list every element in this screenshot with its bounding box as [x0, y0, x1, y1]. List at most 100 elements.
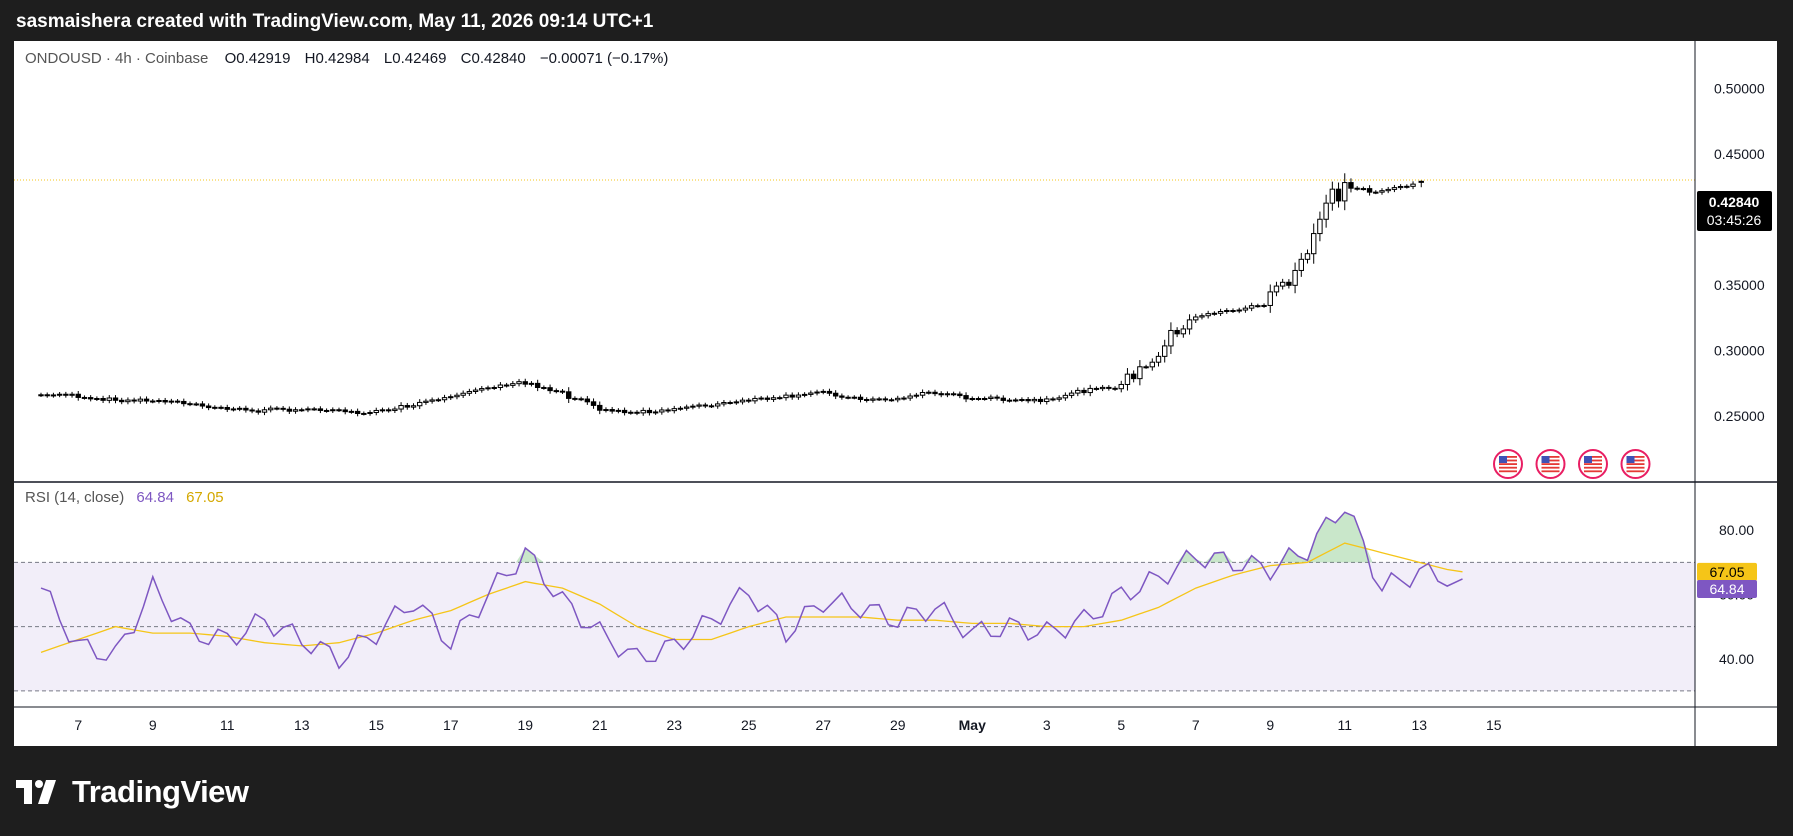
candle-body — [224, 406, 230, 410]
flag-stripe — [1499, 459, 1517, 462]
price-axis[interactable]: 0.250000.300000.350000.400000.450000.500… — [1694, 41, 1765, 746]
candle-body — [683, 406, 690, 409]
us-flag-icon[interactable] — [1493, 449, 1523, 479]
candle-body — [820, 390, 826, 393]
us-flag-icon[interactable] — [1535, 449, 1566, 479]
us-flag-icon[interactable] — [1620, 449, 1651, 479]
candle-body — [665, 409, 671, 412]
ohlc-legend: ONDOUSD · 4h · Coinbase O0.42919 H0.4298… — [25, 50, 668, 67]
candle-body — [354, 410, 361, 414]
candle-body — [1335, 188, 1342, 202]
flag-stripe — [1541, 470, 1560, 473]
chart-frame[interactable]: 0.250000.300000.350000.400000.450000.500… — [14, 41, 1777, 746]
time-tick-label: 3 — [1043, 717, 1051, 733]
rsi-tick-label: 40.00 — [1719, 651, 1754, 667]
candle-body — [1404, 185, 1410, 188]
us-flag-icon[interactable] — [1578, 449, 1608, 479]
candle-body — [1174, 329, 1180, 335]
flag-stripe — [1626, 456, 1645, 458]
flag-stripe — [1626, 459, 1645, 462]
candle-body — [1050, 398, 1056, 401]
candlestick-series — [38, 173, 1424, 417]
candle-body — [274, 407, 280, 410]
candle-body — [1075, 389, 1081, 394]
rsi-line — [40, 511, 1463, 670]
candle-body — [417, 401, 423, 407]
rsi-overbought-fill — [41, 512, 1463, 563]
flag-stripe — [1499, 463, 1517, 465]
candle-body — [1354, 187, 1360, 190]
low-label: L — [384, 50, 392, 67]
high-value: 0.42984 — [316, 50, 370, 67]
rsi-pane[interactable] — [14, 511, 1695, 692]
candle-body — [957, 393, 963, 397]
candle-body — [640, 409, 646, 414]
candle-body — [590, 401, 597, 406]
candle-body — [112, 397, 119, 401]
time-tick-label: 21 — [592, 717, 608, 733]
time-axis[interactable]: 7 9 11 13 15 17 19 21 23 25 27 29 May 3 5 7 9 11 13 15 — [14, 706, 1777, 733]
candle-body — [87, 397, 94, 400]
chart-canvas[interactable]: 0.250000.300000.350000.400000.450000.500… — [14, 41, 1777, 746]
flag-stripe — [1626, 470, 1645, 473]
economic-events[interactable] — [1493, 449, 1651, 479]
candle-body — [268, 407, 274, 411]
candle-body — [410, 405, 417, 408]
candle-body — [1155, 355, 1162, 363]
candle-body — [789, 394, 795, 398]
flag-stripe — [1584, 456, 1602, 458]
candle-body — [1162, 345, 1168, 357]
candle-body — [944, 393, 951, 396]
candle-body — [1304, 253, 1311, 260]
candle-body — [981, 398, 988, 401]
candle-body — [472, 389, 479, 392]
candle-body — [106, 397, 112, 401]
candle-body — [988, 396, 994, 400]
rsi-label-value: 64.84 — [1709, 581, 1744, 597]
candle-body — [81, 396, 88, 399]
candle-body — [652, 411, 659, 414]
candle-body — [174, 400, 181, 403]
candle-body — [715, 403, 721, 407]
candle-body — [1385, 188, 1391, 192]
candle-body — [739, 399, 746, 403]
candle-body — [882, 398, 889, 401]
candle-body — [168, 400, 175, 403]
candle-body — [839, 395, 845, 398]
candle-body — [634, 411, 640, 414]
candle-body — [1118, 383, 1124, 390]
time-axis-ticks: 7 9 11 13 15 17 19 21 23 25 27 29 May 3 5 7 9 11 13 15 — [74, 717, 1501, 733]
candle-body — [1000, 397, 1006, 401]
flag-canton — [1541, 456, 1550, 463]
candle-body — [317, 408, 324, 411]
candle-body — [1360, 188, 1367, 191]
rsi-title: RSI (14, close) — [25, 489, 124, 506]
candle-body — [1087, 387, 1093, 394]
price-pane[interactable] — [14, 173, 1777, 483]
candle-body — [205, 405, 212, 409]
candle-body — [1180, 328, 1187, 335]
candle-body — [1410, 183, 1416, 187]
candle-body — [671, 408, 677, 412]
candle-body — [770, 397, 777, 400]
tradingview-logo[interactable]: TradingView — [16, 772, 249, 812]
candle-body — [857, 396, 864, 400]
candle-body — [832, 392, 839, 397]
candle-body — [578, 398, 584, 401]
candle-body — [1286, 281, 1292, 286]
candle-body — [1273, 285, 1280, 293]
candle-body — [94, 397, 100, 400]
rsi-ma-legend-value: 67.05 — [186, 489, 224, 506]
candle-body — [398, 405, 404, 410]
time-tick-label: 7 — [74, 717, 82, 733]
candle-body — [423, 400, 429, 403]
candle-body — [441, 397, 448, 401]
flag-stripe — [1584, 470, 1602, 473]
candle-body — [1149, 361, 1155, 368]
flag-canton — [1499, 456, 1507, 463]
candle-body — [659, 409, 665, 413]
time-tick-label: 17 — [443, 717, 459, 733]
candle-body — [63, 393, 69, 396]
candle-body — [938, 393, 944, 396]
candle-body — [851, 396, 857, 399]
